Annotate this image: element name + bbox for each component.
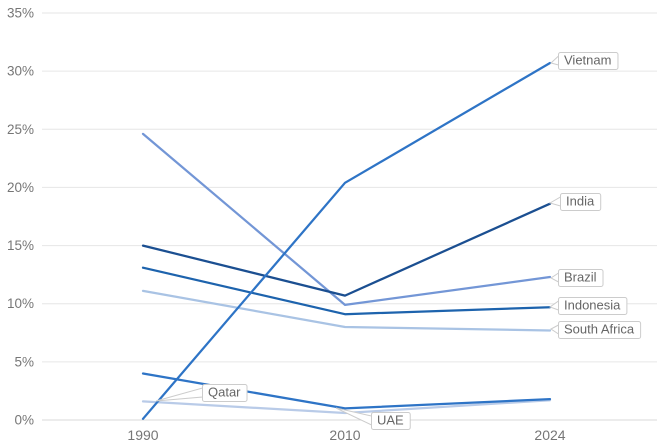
x-axis-tick-label: 2024	[534, 427, 565, 443]
y-axis-tick-label: 25%	[7, 122, 34, 137]
y-axis-tick-label: 30%	[7, 64, 34, 79]
series-label-vietnam: Vietnam	[549, 52, 619, 70]
y-axis-tick-label: 10%	[7, 296, 34, 311]
label-connector	[335, 407, 372, 426]
label-box	[558, 321, 642, 339]
label-connector	[548, 300, 559, 311]
label-connector	[549, 54, 559, 66]
series-line-vietnam	[141, 61, 552, 420]
y-axis-tick-label: 5%	[14, 354, 34, 369]
label-box	[558, 52, 619, 70]
series-label-text: Qatar	[208, 385, 241, 400]
label-connector	[550, 324, 559, 335]
label-box	[560, 193, 602, 211]
label-box	[558, 297, 628, 315]
y-axis-tick-label: 0%	[14, 413, 34, 428]
x-axis-tick-label: 2010	[329, 427, 360, 443]
series-label-brazil: Brazil	[550, 269, 604, 287]
series-line-india	[141, 202, 552, 297]
series-label-text: Vietnam	[564, 53, 611, 68]
series-label-text: Brazil	[564, 270, 597, 285]
label-connector	[548, 196, 561, 207]
series-line-qatar	[141, 399, 552, 415]
y-axis-tick-label: 35%	[7, 6, 34, 21]
series-label-south-africa: South Africa	[550, 321, 642, 339]
label-box	[558, 269, 604, 287]
series-label-qatar: Qatar	[155, 384, 248, 402]
y-axis-tick-label: 20%	[7, 180, 34, 195]
series-label-text: South Africa	[564, 322, 635, 337]
y-axis-tick-label: 15%	[7, 238, 34, 253]
series-line-brazil	[141, 132, 552, 307]
series-line-south-africa	[141, 289, 552, 332]
x-axis-tick-label: 1990	[127, 427, 158, 443]
series-label-indonesia: Indonesia	[548, 297, 628, 315]
series-label-india: India	[548, 193, 602, 211]
series-label-uae: UAE	[335, 407, 411, 430]
series-line-indonesia	[141, 266, 552, 316]
series-label-text: India	[566, 194, 595, 209]
series-label-text: Indonesia	[564, 298, 621, 313]
label-box	[371, 412, 411, 430]
series-label-text: UAE	[377, 413, 404, 428]
label-connector	[550, 272, 559, 283]
label-box	[202, 384, 248, 402]
